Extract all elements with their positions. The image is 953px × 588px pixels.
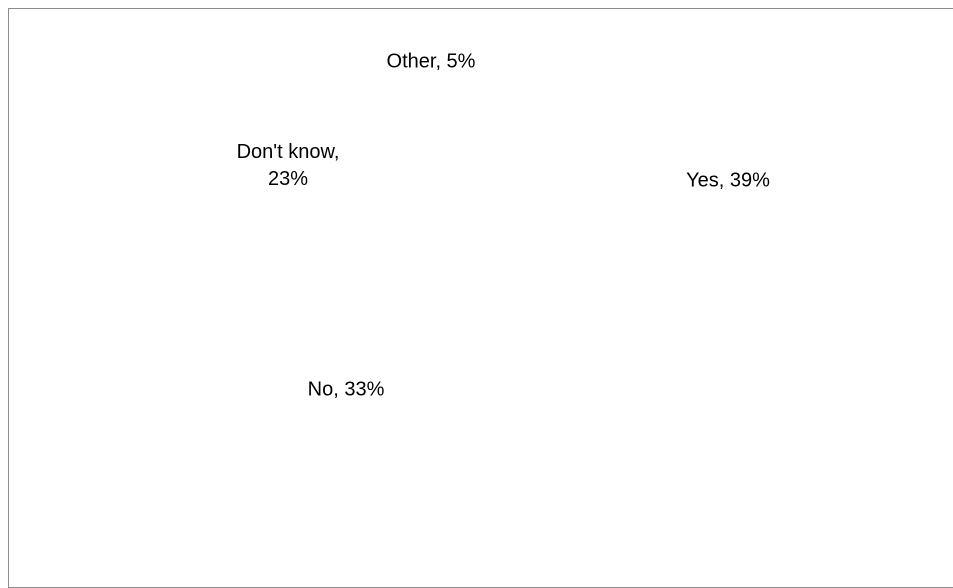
slice-label-other: Other, 5%	[387, 50, 476, 72]
slice-label-don-t-know: 23%	[268, 168, 308, 190]
chart-area	[8, 8, 953, 588]
slice-label-no: No, 33%	[308, 378, 385, 400]
slice-labels: Yes, 39% No, 33% Don't know, 23% Other, 5%	[237, 50, 770, 400]
slice-label-yes: Yes, 39%	[686, 169, 770, 191]
slice-label-don-t-know: Don't know,	[237, 141, 340, 163]
